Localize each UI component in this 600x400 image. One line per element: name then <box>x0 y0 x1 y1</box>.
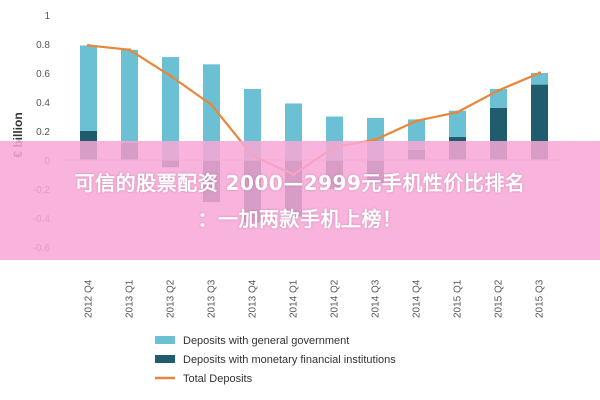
overlay-banner: 可信的股票配资 2000—2999元手机性价比排名 ：一加两款手机上榜！ <box>0 141 600 260</box>
x-tick-label: 2014 Q4 <box>412 279 423 318</box>
x-tick-label: 2013 Q4 <box>248 279 259 318</box>
total-deposits-point <box>455 110 460 114</box>
x-tick-label: 2015 Q3 <box>535 279 546 318</box>
banner-title-line-2: ：一加两款手机上榜！ <box>197 206 403 231</box>
y-tick-label: 1 <box>44 11 50 22</box>
legend: Deposits with general government Deposits… <box>155 335 396 385</box>
bar-deposits-with-general-government <box>449 110 466 137</box>
x-tick-label: 2012 Q4 <box>84 279 95 318</box>
x-tick-label: 2013 Q3 <box>207 279 218 318</box>
x-tick-label: 2014 Q1 <box>289 279 300 318</box>
x-tick-label: 2014 Q2 <box>330 279 341 318</box>
banner-title-line-1: 可信的股票配资 2000—2999元手机性价比排名 <box>74 170 526 195</box>
x-tick-label: 2015 Q1 <box>453 279 464 318</box>
x-tick-label: 2013 Q2 <box>166 279 177 318</box>
legend-label: Deposits with general government <box>183 335 349 347</box>
bar-deposits-with-general-government <box>121 49 138 143</box>
total-deposits-point <box>537 71 542 75</box>
legend-swatch <box>155 355 175 363</box>
legend-swatch <box>155 336 175 344</box>
x-tick-label: 2015 Q2 <box>494 279 505 318</box>
total-deposits-point <box>414 119 419 123</box>
legend-label: Total Deposits <box>183 373 253 385</box>
legend-label: Deposits with monetary financial institu… <box>183 354 396 366</box>
y-tick-label: 0.6 <box>36 69 50 80</box>
total-deposits-point <box>209 103 214 107</box>
bar-deposits-with-general-government <box>162 57 179 160</box>
y-tick-label: 0.2 <box>36 127 50 138</box>
bar-deposits-with-general-government <box>80 45 97 132</box>
total-deposits-point <box>86 43 91 48</box>
bar-deposits-with-general-government <box>203 64 220 160</box>
x-tick-label: 2013 Q1 <box>125 279 136 318</box>
bar-deposits-with-general-government <box>531 73 548 85</box>
y-tick-label: 0.4 <box>36 98 50 109</box>
total-deposits-point <box>373 138 378 142</box>
total-deposits-point <box>168 74 173 78</box>
x-tick-label: 2014 Q3 <box>371 279 382 318</box>
y-tick-label: 0.8 <box>36 40 50 51</box>
total-deposits-point <box>496 88 501 92</box>
total-deposits-point <box>127 48 132 52</box>
